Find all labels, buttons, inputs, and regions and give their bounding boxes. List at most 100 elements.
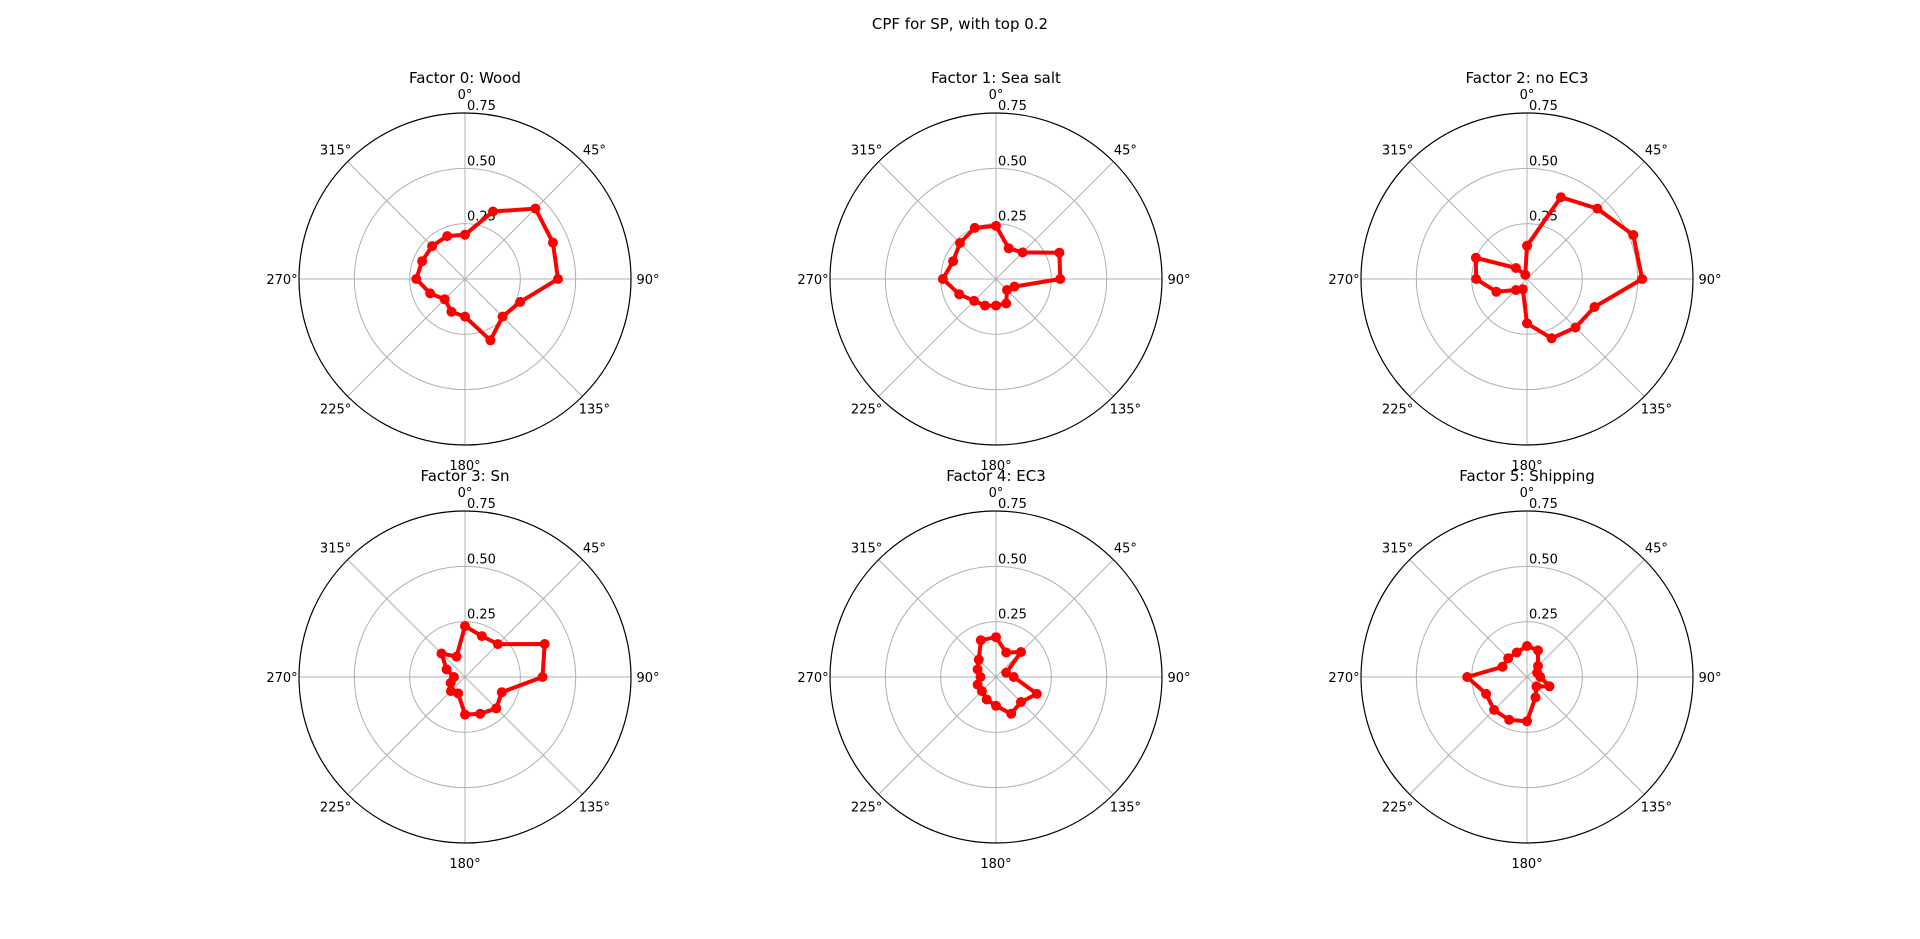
radial-tick-label: 0.25	[1529, 608, 1558, 623]
data-point	[1530, 692, 1541, 703]
angle-tick-label: 90°	[636, 671, 659, 686]
data-point	[442, 231, 453, 242]
data-point	[476, 631, 487, 642]
angle-tick-label: 270°	[266, 273, 297, 288]
data-point	[1522, 716, 1532, 727]
subplot-title: Factor 4: EC3	[946, 467, 1046, 485]
data-point	[1589, 302, 1600, 312]
data-point	[1522, 318, 1532, 329]
radial-tick-label: 0.50	[467, 154, 496, 169]
data-point	[492, 639, 503, 650]
radial-tick-label: 0.75	[998, 99, 1027, 114]
angle-tick-label: 135°	[1641, 402, 1672, 417]
data-point	[427, 241, 438, 252]
data-point	[488, 206, 498, 217]
angle-tick-label: 180°	[980, 459, 1011, 474]
data-point	[497, 311, 508, 322]
data-point	[975, 672, 986, 682]
angle-tick-label: 315°	[320, 542, 351, 557]
data-point	[1503, 653, 1514, 664]
data-point	[1504, 714, 1515, 725]
angle-tick-label: 315°	[1382, 144, 1413, 159]
subplot-title: Factor 1: Sea salt	[931, 69, 1061, 87]
data-point	[1008, 672, 1019, 682]
data-point	[451, 651, 462, 662]
data-point	[515, 296, 526, 307]
data-point	[411, 274, 422, 284]
data-point	[1511, 285, 1521, 295]
data-point	[485, 335, 496, 346]
data-point	[547, 237, 558, 248]
data-point	[530, 203, 541, 214]
data-point	[441, 664, 452, 675]
data-point	[1006, 708, 1017, 719]
series-line	[439, 624, 547, 717]
data-point	[439, 294, 450, 305]
data-point	[991, 220, 1001, 231]
angle-tick-label: 135°	[579, 800, 610, 815]
angular-gridline	[464, 278, 583, 397]
radial-tick-label: 0.75	[998, 497, 1027, 512]
angular-gridline	[995, 278, 1114, 397]
angular-gridline	[878, 278, 997, 397]
data-point	[491, 703, 502, 714]
data-point	[1533, 645, 1543, 656]
data-point	[445, 686, 456, 697]
data-point	[991, 300, 1001, 311]
angular-gridline	[347, 676, 466, 795]
polar-spine	[1360, 510, 1694, 844]
polar-subplot-1: 0.25 0.50 0.750° 45° 90° 135° 180° 225° 270° 315°…	[797, 69, 1190, 474]
data-point	[1001, 298, 1012, 309]
angular-gridline	[878, 676, 997, 795]
data-point	[1522, 641, 1532, 651]
data-point	[1520, 269, 1531, 280]
angular-gridline	[995, 676, 1114, 795]
angle-tick-label: 225°	[320, 402, 351, 417]
polar-subplot-3: 0.25 0.50 0.750° 45° 90° 135° 180° 225° 270° 315°…	[266, 467, 659, 872]
data-point	[1003, 243, 1014, 254]
angle-tick-label: 270°	[797, 671, 828, 686]
angle-tick-label: 90°	[1698, 273, 1721, 288]
radial-tick-label: 0.50	[998, 552, 1027, 567]
data-point	[460, 621, 470, 632]
angular-gridline	[1409, 161, 1528, 280]
data-point	[1055, 274, 1066, 284]
radial-tick-label: 0.75	[1529, 99, 1558, 114]
data-point	[1016, 647, 1026, 657]
radial-tick-label: 0.25	[998, 608, 1027, 623]
polar-subplot-4: 0.25 0.50 0.750° 45° 90° 135° 180° 225° 270° 315°…	[797, 467, 1190, 872]
polar-spine	[1360, 112, 1694, 446]
data-point	[981, 694, 992, 705]
polar-spine	[829, 112, 1163, 446]
angle-tick-label: 270°	[1328, 273, 1359, 288]
angle-tick-label: 180°	[1511, 459, 1542, 474]
angle-tick-label: 0°	[1520, 88, 1535, 103]
angle-tick-label: 45°	[1114, 542, 1137, 557]
subplot-title: Factor 0: Wood	[409, 69, 521, 87]
polar-spine	[298, 510, 632, 844]
angle-tick-label: 180°	[449, 459, 480, 474]
data-point	[955, 238, 965, 248]
data-point	[937, 274, 948, 284]
data-point	[973, 654, 984, 665]
data-point	[1531, 681, 1542, 692]
radial-tick-label: 0.75	[467, 497, 496, 512]
angular-gridline	[1526, 559, 1645, 678]
data-point	[991, 632, 1001, 643]
angle-tick-label: 225°	[320, 800, 351, 815]
data-point	[417, 256, 428, 267]
data-point	[460, 311, 470, 322]
data-point	[448, 672, 459, 682]
subplot-title: Factor 5: Shipping	[1459, 467, 1594, 485]
radial-tick-label: 0.75	[467, 99, 496, 114]
angle-tick-label: 225°	[851, 402, 882, 417]
angle-tick-label: 315°	[320, 144, 351, 159]
angle-tick-label: 135°	[1110, 800, 1141, 815]
data-point	[1497, 661, 1508, 672]
data-point	[537, 672, 548, 682]
radial-tick-label: 0.50	[1529, 552, 1558, 567]
data-point	[1462, 672, 1473, 682]
data-point	[1016, 697, 1026, 707]
angle-tick-label: 90°	[1167, 671, 1190, 686]
angular-gridline	[1409, 278, 1528, 397]
